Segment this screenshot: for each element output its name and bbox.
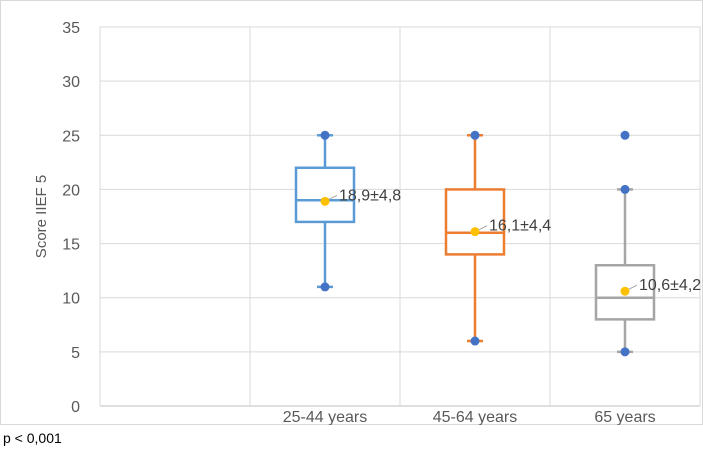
max-point <box>470 130 480 140</box>
y-tick-label: 0 <box>71 399 80 416</box>
y-tick-label: 25 <box>62 128 80 145</box>
mean-label-leader <box>628 284 638 290</box>
x-category-label: 65 years <box>594 409 655 425</box>
mean-label-leader <box>478 225 488 231</box>
outlier-point <box>620 130 630 140</box>
min-point <box>470 336 480 346</box>
y-tick-label: 35 <box>62 20 80 37</box>
y-tick-label: 5 <box>71 345 80 362</box>
min-point <box>620 347 630 357</box>
mean-point <box>620 286 630 296</box>
min-point <box>320 282 330 292</box>
box-plot-chart: 0 5 10 15 20 25 30 35 Score IIEF 5 25-44 years 45-… <box>33 20 701 425</box>
mean-point <box>470 227 480 237</box>
iqr-box <box>294 166 356 224</box>
y-tick-label: 20 <box>62 182 80 199</box>
y-axis-label: Score IIEF 5 <box>33 175 50 258</box>
y-tick-label: 10 <box>62 291 80 308</box>
mean-sd-label: 18,9±4,8 <box>339 187 401 204</box>
y-tick-label: 30 <box>62 74 80 91</box>
p-value-footnote: p < 0,001 <box>3 430 62 446</box>
mean-point <box>320 196 330 206</box>
iqr-box <box>444 188 506 256</box>
mean-sd-label: 10,6±4,2 <box>639 277 701 294</box>
x-category-label: 25-44 years <box>283 409 368 425</box>
mean-sd-label: 16,1±4,4 <box>489 218 551 235</box>
y-tick-label: 15 <box>62 237 80 254</box>
mean-label-leader <box>328 194 338 200</box>
x-category-label: 45-64 years <box>433 409 518 425</box>
max-point <box>320 130 330 140</box>
max-point <box>620 184 630 194</box>
